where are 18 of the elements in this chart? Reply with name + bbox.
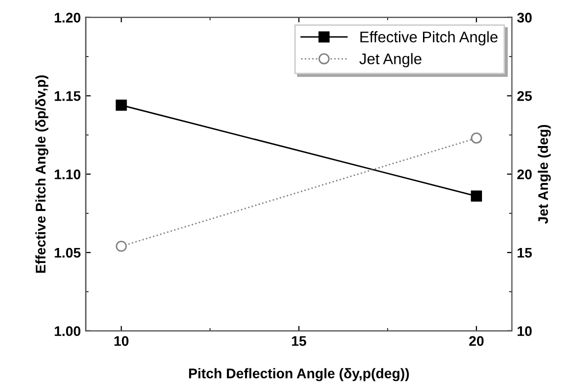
y-tick-label: 1.20: [54, 12, 80, 23]
x-tick-label: 20: [469, 336, 484, 346]
x-axis-title: Pitch Deflection Angle (δy,p(deg)): [189, 368, 409, 382]
x-tick-label: 10: [114, 336, 128, 346]
legend-label: Jet Angle: [359, 53, 422, 68]
y2-axis-title: Jet Angle (deg): [538, 124, 551, 224]
y2-tick-label: 20: [517, 169, 532, 180]
y-tick-label: 1.05: [54, 248, 81, 258]
y2-tick-label: 25: [517, 91, 532, 101]
y-tick-label: 1.10: [54, 169, 80, 180]
y2-tick-label: 10: [518, 326, 532, 336]
y-tick-label: 1.15: [54, 91, 81, 101]
y2-tick-label: 15: [518, 248, 532, 258]
y2-tick-label: 30: [517, 12, 532, 23]
y-tick-label: 1.00: [54, 326, 80, 336]
x-tick-label: 15: [292, 336, 306, 346]
legend-label: Effective Pitch Angle: [360, 31, 498, 46]
y-axis-title: Effective Pitch Angle (δp/δv,p): [35, 75, 48, 273]
